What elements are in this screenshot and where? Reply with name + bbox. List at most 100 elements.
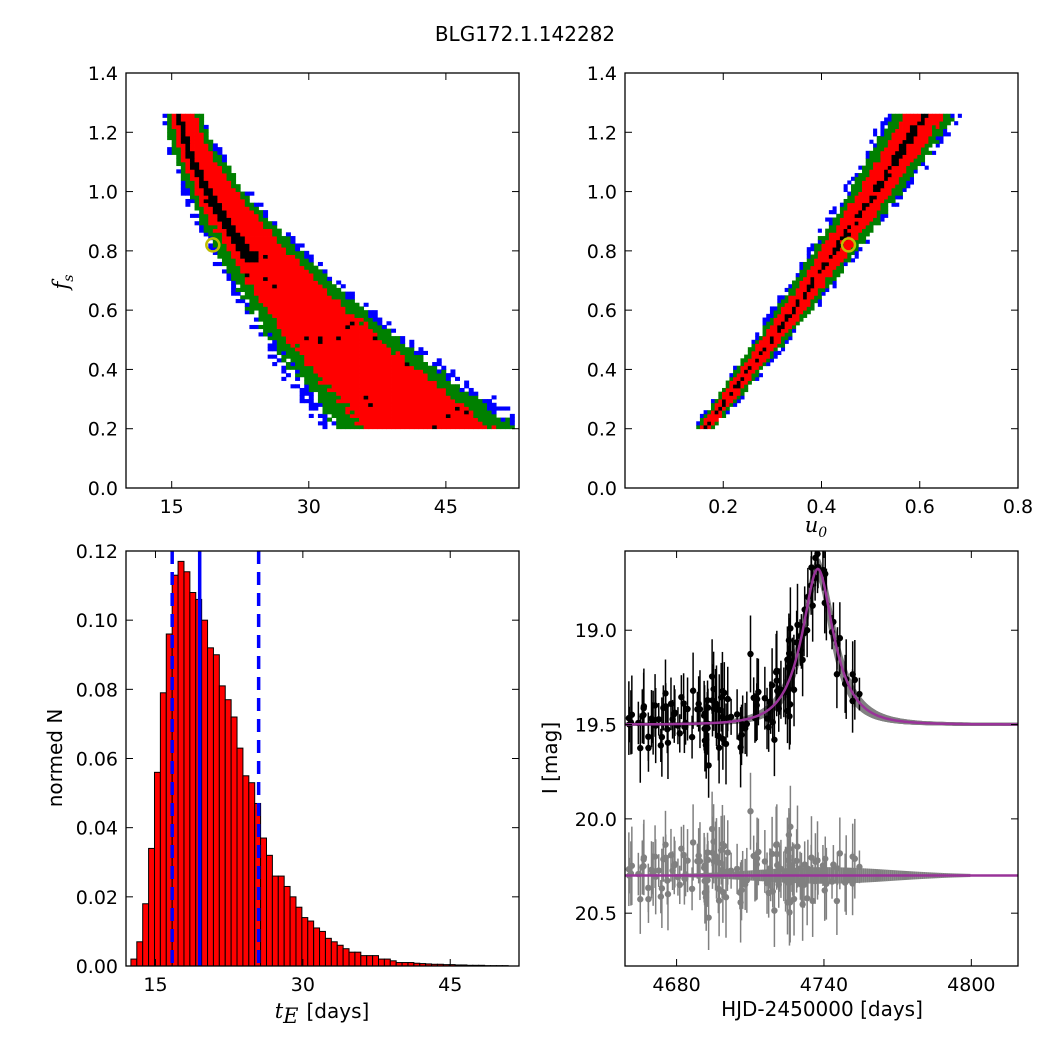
- tE-fs-cell: [285, 273, 291, 278]
- tE-fs-cell: [217, 198, 223, 204]
- u0-fs-cell: [873, 165, 878, 170]
- tE-fs-cell: [477, 402, 483, 407]
- u0-fs-cell: [718, 406, 723, 411]
- u0-fs-cell: [825, 232, 830, 237]
- u0-fs-cell: [810, 306, 815, 311]
- u0-fs-cell: [832, 210, 837, 215]
- tE-fs-cell: [276, 343, 282, 348]
- tE-fs-cell: [496, 421, 502, 426]
- tE-fs-cell: [450, 399, 456, 404]
- u0-fs-cell: [884, 213, 889, 218]
- u0-fs-cell: [817, 269, 822, 274]
- tE-fs-cell: [267, 280, 273, 285]
- tE-fs-cell: [189, 121, 195, 126]
- tE-fs-cell: [317, 402, 323, 407]
- tE-fs-cell: [203, 158, 209, 163]
- tE-fs-panel: 15 30 450.00.20.40.60.81.01.21.4 fs: [49, 63, 520, 518]
- tE-fs-cell: [272, 284, 278, 289]
- tE-fs-cell: [400, 380, 406, 385]
- u0-fs-cell: [898, 147, 903, 152]
- u0-fs-cell: [780, 295, 786, 300]
- lightcurve-point: [696, 705, 704, 713]
- lightcurve-point: [662, 690, 669, 697]
- tE-fs-cell: [354, 321, 360, 326]
- tE-fs-cell: [221, 202, 227, 207]
- tE-fs-cell: [258, 258, 264, 263]
- tE-fs-cell: [359, 350, 365, 356]
- tE-fs-cell: [322, 350, 328, 356]
- tE-fs-cell: [304, 365, 310, 370]
- u0-fs-cell: [817, 250, 822, 255]
- tE-fs-cell: [386, 417, 392, 422]
- tE-fs-cell: [199, 135, 205, 141]
- tE-fs-cell: [331, 358, 337, 363]
- tE-fs-cell: [372, 321, 378, 326]
- tE-fs-cell: [240, 206, 246, 211]
- tE-fs-cell: [336, 410, 342, 415]
- tE-fs-cell: [276, 243, 282, 248]
- tE-fs-cell: [327, 406, 333, 411]
- tE-fs-cell: [281, 254, 287, 259]
- tE-fs-cell: [272, 324, 278, 330]
- u0-fs-cell: [828, 265, 833, 270]
- tE-fs-cell: [400, 373, 406, 378]
- u0-fs-cell: [762, 328, 767, 333]
- tE-fs-cell: [363, 425, 369, 430]
- u0-fs-cell: [854, 221, 859, 226]
- u0-fs-cell: [758, 339, 763, 344]
- tE-fs-cell: [308, 310, 314, 315]
- tE-fs-cell: [281, 350, 287, 356]
- u0-fs-cell: [924, 124, 929, 129]
- tE-fs-cell: [308, 339, 314, 344]
- u0-fs-cell: [898, 158, 903, 163]
- tE-histogram-bar: [212, 654, 220, 967]
- tE-fs-cell: [372, 380, 378, 385]
- u0-fs-cell: [880, 184, 885, 189]
- u0-fs-cell: [880, 169, 885, 174]
- u0-fs-cell: [795, 321, 800, 326]
- tE-histogram-bar: [301, 917, 309, 967]
- u0-fs-cell: [847, 180, 852, 185]
- u0-fs-cell: [769, 313, 774, 318]
- tE-fs-cell: [468, 413, 474, 418]
- tE-fs-cell: [336, 376, 342, 381]
- lightcurve-point: [739, 721, 746, 728]
- u0-fs-cell: [744, 387, 749, 393]
- tE-fs-cell: [423, 410, 428, 415]
- tE-fs-cell: [363, 369, 369, 374]
- tE-fs-cell: [263, 269, 269, 274]
- tE-fs-cell: [313, 295, 319, 300]
- tE-fs-cell: [308, 269, 314, 274]
- u0-fs-cell: [828, 254, 833, 259]
- tE-fs-cell: [423, 417, 428, 422]
- u0-fs-cell: [932, 121, 937, 126]
- u0-fs-cell: [839, 261, 844, 267]
- tE-fs-cell: [327, 402, 333, 407]
- tE-fs-cell: [381, 406, 387, 411]
- u0-fs-cell: [917, 128, 922, 133]
- tE-fs-cell: [299, 387, 305, 393]
- tE-fs-cell: [340, 321, 346, 326]
- tE-fs-cell: [304, 328, 310, 333]
- tE-fs-cell: [208, 195, 214, 200]
- tE-fs-cell: [359, 362, 365, 367]
- tE-fs-cell: [272, 269, 278, 274]
- u0-fs-cell: [902, 117, 907, 122]
- u0-fs-cell: [884, 187, 889, 192]
- tE-fs-cell: [327, 310, 333, 315]
- tE-fs-cell: [322, 425, 328, 430]
- tE-fs-cell: [240, 276, 246, 281]
- lightcurve-residual-point: [658, 885, 666, 892]
- u0-fs-cell: [865, 224, 870, 230]
- u0-fs-cell: [876, 147, 881, 152]
- tE-fs-cell: [331, 324, 337, 330]
- tE-fs-cell: [258, 280, 264, 285]
- tE-fs-cell: [400, 339, 406, 344]
- u0-fs-cell: [920, 124, 926, 129]
- tE-fs-cell: [359, 339, 365, 344]
- tE-fs-cell: [253, 295, 259, 300]
- u0-fs-cell: [843, 202, 848, 207]
- tE-fs-cell: [221, 210, 227, 215]
- tE-fs-cell: [404, 347, 410, 352]
- tE-fs-cell: [199, 139, 205, 144]
